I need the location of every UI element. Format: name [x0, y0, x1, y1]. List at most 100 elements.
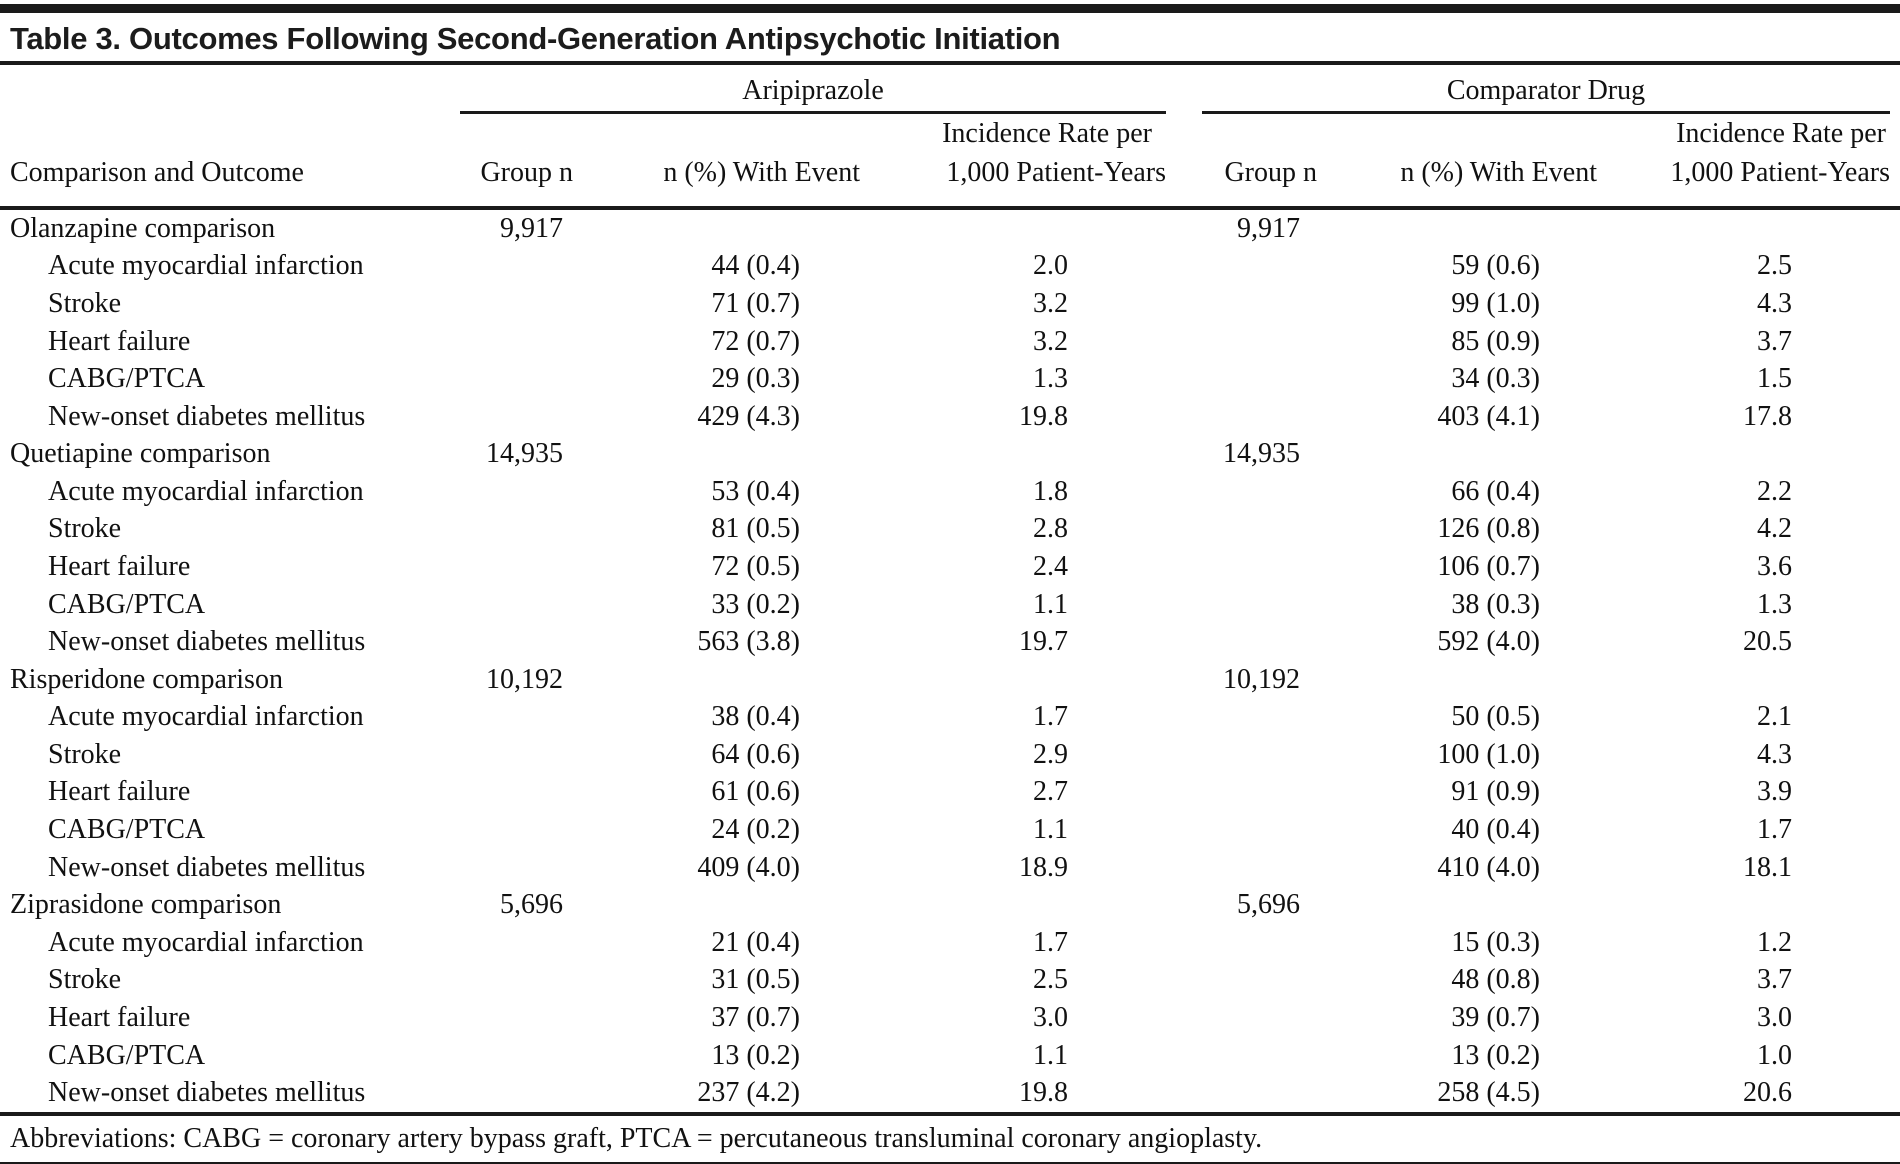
- section-row: Risperidone comparison 10,192 10,192: [0, 661, 1900, 699]
- incidence-header-top-row: Incidence Rate per Incidence Rate per: [0, 116, 1900, 152]
- row-label: Acute myocardial infarction: [48, 926, 364, 958]
- outcome-row: Stroke 64 (0.6) 2.9 100 (1.0) 4.3: [0, 736, 1900, 774]
- row-label: CABG/PTCA: [48, 363, 206, 395]
- outcome-row: CABG/PTCA 29 (0.3) 1.3 34 (0.3) 1.5: [0, 360, 1900, 398]
- comparator-event-count: 39 (0.7): [1451, 1001, 1540, 1033]
- comparator-event-header: n (%) With Event: [1400, 157, 1597, 188]
- row-label: New-onset diabetes mellitus: [48, 626, 366, 658]
- aripiprazole-incidence-rate: 1.8: [1033, 475, 1068, 507]
- comparator-event-count: 91 (0.9): [1451, 776, 1540, 808]
- aripiprazole-event-count: 37 (0.7): [711, 1001, 800, 1033]
- aripiprazole-event-count: 24 (0.2): [711, 814, 800, 846]
- comparator-incidence-rate: 20.5: [1743, 626, 1792, 658]
- comparator-incidence-rate: 4.2: [1757, 513, 1792, 545]
- aripiprazole-incidence-rate: 3.2: [1033, 325, 1068, 357]
- comparator-group-n: 5,696: [1237, 889, 1300, 921]
- aripiprazole-incidence-rate: 2.5: [1033, 964, 1068, 996]
- row-label: Risperidone comparison: [10, 663, 283, 695]
- abbreviations-footnote: Abbreviations: CABG = coronary artery by…: [10, 1123, 1263, 1154]
- comparator-event-count: 258 (4.5): [1437, 1077, 1540, 1109]
- outcome-row: Stroke 71 (0.7) 3.2 99 (1.0) 4.3: [0, 285, 1900, 323]
- comparator-incidence-rate: 1.2: [1757, 926, 1792, 958]
- comparator-incidence-rate: 1.3: [1757, 588, 1792, 620]
- comparator-incidence-rate: 20.6: [1743, 1077, 1792, 1109]
- aripiprazole-incidence-rate: 1.1: [1033, 1039, 1068, 1071]
- aripiprazole-event-count: 13 (0.2): [711, 1039, 800, 1071]
- outcome-row: CABG/PTCA 33 (0.2) 1.1 38 (0.3) 1.3: [0, 586, 1900, 624]
- aripiprazole-event-count: 21 (0.4): [711, 926, 800, 958]
- aripiprazole-incidence-rate: 1.1: [1033, 814, 1068, 846]
- aripiprazole-incidence-rate: 19.7: [1019, 626, 1068, 658]
- aripiprazole-incidence-rate: 1.1: [1033, 588, 1068, 620]
- row-label: Stroke: [48, 738, 122, 770]
- aripiprazole-incidence-rate: 19.8: [1019, 400, 1068, 432]
- comparator-event-count: 13 (0.2): [1451, 1039, 1540, 1071]
- aripiprazole-incidence-rate: 1.7: [1033, 926, 1068, 958]
- comparator-event-count: 48 (0.8): [1451, 964, 1540, 996]
- aripiprazole-event-count: 563 (3.8): [697, 626, 800, 658]
- aripiprazole-event-count: 429 (4.3): [697, 400, 800, 432]
- aripiprazole-incidence-rate: 3.2: [1033, 287, 1068, 319]
- outcome-row: Acute myocardial infarction 44 (0.4) 2.0 59…: [0, 248, 1900, 286]
- outcome-row: Stroke 31 (0.5) 2.5 48 (0.8) 3.7: [0, 962, 1900, 1000]
- comparator-event-count: 40 (0.4): [1451, 814, 1540, 846]
- aripiprazole-incidence-rate: 2.9: [1033, 738, 1068, 770]
- aripiprazole-event-count: 72 (0.7): [711, 325, 800, 357]
- comparator-incidence-rate: 17.8: [1743, 400, 1792, 432]
- aripiprazole-event-count: 409 (4.0): [697, 851, 800, 883]
- comparator-incidence-rate: 2.1: [1757, 701, 1792, 733]
- comparator-incidence-header-top: Incidence Rate per: [1676, 118, 1886, 149]
- comparator-incidence-rate: 3.0: [1757, 1001, 1792, 1033]
- bottom-rule: [0, 1162, 1900, 1164]
- table-title: Table 3. Outcomes Following Second-Gener…: [10, 21, 1061, 56]
- header-rule: [0, 206, 1900, 210]
- table-body: Olanzapine comparison 9,917 9,917 Acute myo…: [0, 210, 1900, 1112]
- row-label: Heart failure: [48, 1001, 191, 1033]
- comparator-event-count: 99 (1.0): [1451, 287, 1540, 319]
- comparator-incidence-rate: 1.0: [1757, 1039, 1792, 1071]
- comparator-event-count: 59 (0.6): [1451, 250, 1540, 282]
- comparator-event-count: 410 (4.0): [1437, 851, 1540, 883]
- outcome-row: New-onset diabetes mellitus 429 (4.3) 19.8…: [0, 398, 1900, 436]
- row-label: Acute myocardial infarction: [48, 250, 364, 282]
- comparator-incidence-rate: 2.5: [1757, 250, 1792, 282]
- row-label: Stroke: [48, 964, 122, 996]
- aripiprazole-event-count: 33 (0.2): [711, 588, 800, 620]
- outcome-row: CABG/PTCA 13 (0.2) 1.1 13 (0.2) 1.0: [0, 1037, 1900, 1075]
- aripiprazole-event-count: 71 (0.7): [711, 287, 800, 319]
- row-label: Ziprasidone comparison: [10, 889, 282, 921]
- aripiprazole-group-n: 10,192: [486, 663, 563, 695]
- row-label: CABG/PTCA: [48, 814, 206, 846]
- table-header: Aripiprazole Comparator Drug Incidence R…: [0, 75, 1900, 206]
- column-header-comparison-and-outcome: Comparison and Outcome: [10, 157, 304, 188]
- outcome-row: Acute myocardial infarction 38 (0.4) 1.7 50…: [0, 699, 1900, 737]
- row-label: New-onset diabetes mellitus: [48, 1077, 366, 1109]
- comparator-event-count: 100 (1.0): [1437, 738, 1540, 770]
- aripiprazole-group-n-header: Group n: [480, 157, 573, 188]
- comparator-group-n-header: Group n: [1224, 157, 1317, 188]
- comparator-event-count: 592 (4.0): [1437, 626, 1540, 658]
- row-label: Stroke: [48, 287, 122, 319]
- aripiprazole-incidence-header-top: Incidence Rate per: [942, 118, 1152, 149]
- outcome-row: New-onset diabetes mellitus 563 (3.8) 19.7…: [0, 623, 1900, 661]
- comparator-event-count: 38 (0.3): [1451, 588, 1540, 620]
- outcome-row: CABG/PTCA 24 (0.2) 1.1 40 (0.4) 1.7: [0, 811, 1900, 849]
- aripiprazole-incidence-rate: 1.7: [1033, 701, 1068, 733]
- comparator-incidence-rate: 3.7: [1757, 964, 1792, 996]
- comparator-event-count: 126 (0.8): [1437, 513, 1540, 545]
- aripiprazole-event-count: 72 (0.5): [711, 550, 800, 582]
- comparator-group-n: 10,192: [1223, 663, 1300, 695]
- comparator-incidence-rate: 4.3: [1757, 287, 1792, 319]
- aripiprazole-group-n: 14,935: [486, 438, 563, 470]
- row-label: Acute myocardial infarction: [48, 701, 364, 733]
- footnote-rule: [0, 1112, 1900, 1116]
- aripiprazole-event-count: 64 (0.6): [711, 738, 800, 770]
- row-label: Stroke: [48, 513, 122, 545]
- row-label: Heart failure: [48, 776, 191, 808]
- comparator-event-count: 403 (4.1): [1437, 400, 1540, 432]
- outcome-row: Heart failure 72 (0.5) 2.4 106 (0.7) 3.6: [0, 548, 1900, 586]
- group-spanner-row: Aripiprazole Comparator Drug: [0, 75, 1900, 114]
- comparator-event-count: 15 (0.3): [1451, 926, 1540, 958]
- outcome-row: Stroke 81 (0.5) 2.8 126 (0.8) 4.2: [0, 511, 1900, 549]
